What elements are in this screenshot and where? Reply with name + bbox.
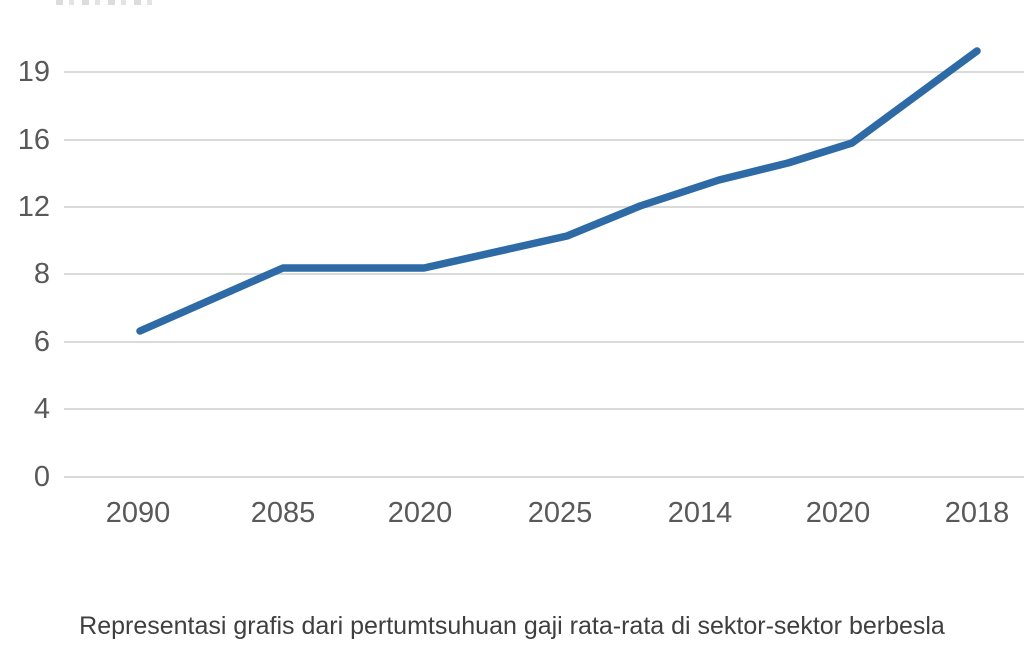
- chart-caption: Representasi grafis dari pertumtsuhuan g…: [0, 546, 1024, 654]
- y-axis-tick-label: 4: [33, 393, 50, 425]
- y-axis-tick-label: 8: [33, 258, 50, 290]
- gridline: [64, 139, 1024, 141]
- y-axis-tick-label: 12: [17, 191, 50, 223]
- x-axis-tick-label: 2014: [667, 497, 733, 529]
- x-axis-tick-label: 2018: [944, 497, 1010, 529]
- x-axis: 2090 2085 2020 2025 2014 2020 2018: [0, 497, 1024, 537]
- gridline: [64, 476, 1024, 478]
- caption-line-1: Representasi grafis dari pertumtsuhuan g…: [79, 612, 945, 640]
- cropped-text-artifact: [56, 0, 156, 5]
- gridline: [64, 206, 1024, 208]
- y-axis-tick-label: 0: [33, 461, 50, 493]
- x-axis-tick-label: 2020: [805, 497, 871, 529]
- x-axis-tick-label: 2085: [250, 497, 316, 529]
- gridline: [64, 71, 1024, 73]
- x-axis-tick-label: 2090: [105, 497, 171, 529]
- gridline: [64, 408, 1024, 410]
- y-axis-tick-label: 6: [33, 326, 50, 358]
- salary-line: [136, 47, 981, 335]
- gridline: [64, 341, 1024, 343]
- y-axis-tick-label: 16: [17, 124, 50, 156]
- y-axis-tick-label: 19: [17, 56, 50, 88]
- x-axis-tick-label: 2025: [527, 497, 593, 529]
- x-axis-tick-label: 2020: [387, 497, 453, 529]
- gridline: [64, 273, 1024, 275]
